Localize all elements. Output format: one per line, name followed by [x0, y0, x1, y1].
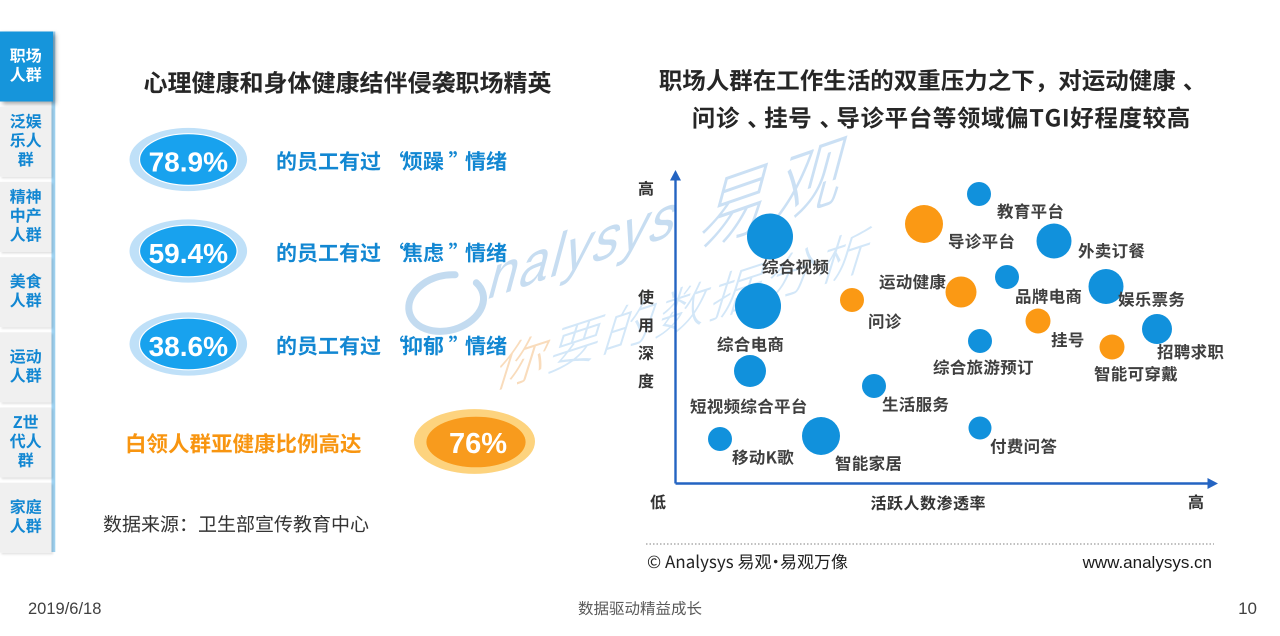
svg-text:nalysys: nalysys	[481, 177, 689, 314]
svg-text:38.6%: 38.6%	[149, 331, 228, 362]
svg-text:59.4%: 59.4%	[149, 238, 228, 269]
svg-text:10: 10	[1238, 599, 1257, 618]
svg-text:www.analysys.cn: www.analysys.cn	[1082, 553, 1212, 572]
svg-text:78.9%: 78.9%	[149, 147, 228, 178]
svg-text:76%: 76%	[449, 428, 507, 460]
svg-text:2019/6/18: 2019/6/18	[28, 600, 101, 618]
